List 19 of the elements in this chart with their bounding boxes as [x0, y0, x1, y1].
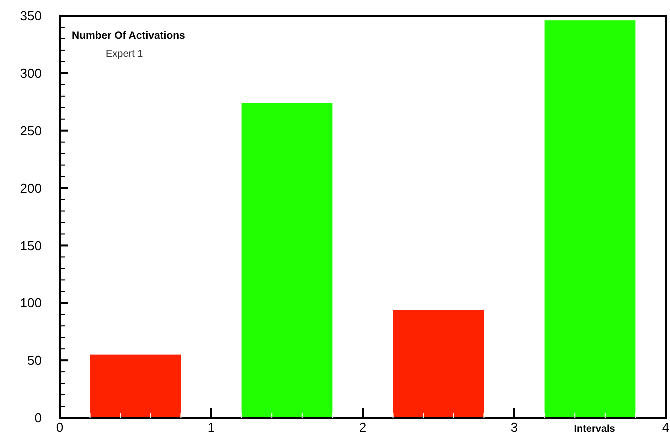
y-tick-label: 300: [20, 66, 42, 81]
y-tick-label: 250: [20, 123, 42, 138]
bar: [393, 310, 484, 418]
bar: [544, 20, 636, 418]
text: Number Of Activations: [72, 30, 186, 42]
x-tick-label: 2: [359, 420, 367, 435]
y-tick-label: 50: [28, 353, 42, 368]
x-axis-title: Intervals: [574, 424, 616, 435]
y-tick-label: 350: [20, 8, 42, 24]
y-tick-label: 150: [20, 238, 42, 254]
y-tick-label: 100: [20, 296, 42, 311]
y-tick-label: 200: [20, 180, 42, 196]
x-tick-label: 3: [510, 420, 518, 435]
text: Expert 1: [106, 49, 144, 60]
x-tick-label: 1: [208, 420, 216, 435]
x-tick-label: 0: [56, 420, 64, 435]
bar: [242, 103, 333, 418]
x-tick-label: 4: [662, 420, 670, 435]
bar: [90, 354, 182, 418]
